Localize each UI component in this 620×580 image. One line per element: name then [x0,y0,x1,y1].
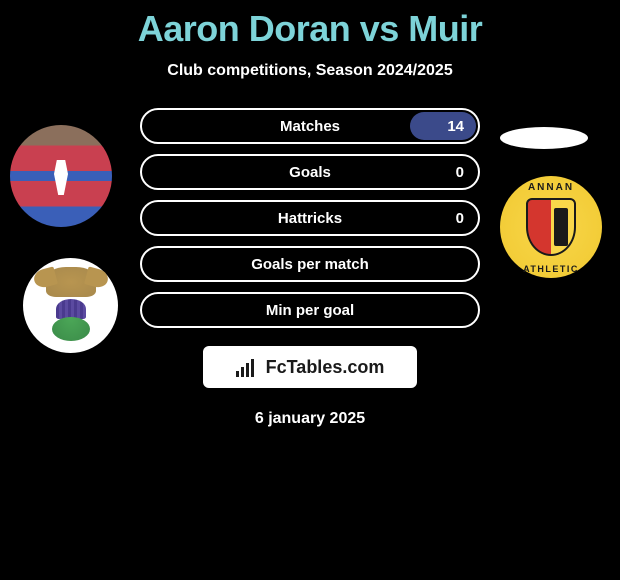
stat-label: Min per goal [266,302,354,319]
stat-row-min-per-goal: Min per goal [140,292,480,328]
date-label: 6 january 2025 [0,410,620,428]
stat-row-matches: Matches 14 [140,108,480,144]
brand-attribution: FcTables.com [203,346,417,388]
comparison-card: Aaron Doran vs Muir Club competitions, S… [0,0,620,428]
club-right-badge: ANNAN ATHLETIC [500,176,602,278]
stat-row-goals: Goals 0 [140,154,480,190]
player-left-avatar [10,125,112,227]
stat-fill-right [410,112,476,140]
bar-chart-icon [236,357,260,377]
stat-row-goals-per-match: Goals per match [140,246,480,282]
stat-label: Hattricks [278,210,342,227]
subtitle: Club competitions, Season 2024/2025 [0,62,620,80]
player-right-avatar [500,127,588,149]
stat-row-hattricks: Hattricks 0 [140,200,480,236]
stat-value-right: 0 [456,210,464,227]
club-left-badge [23,258,118,353]
inverness-crest-icon [36,267,106,345]
stat-label: Matches [280,118,340,135]
stat-value-right: 14 [447,118,464,135]
stat-label: Goals [289,164,331,181]
brand-label: FcTables.com [266,357,385,378]
club-right-ring-top: ANNAN [528,182,574,193]
page-title: Aaron Doran vs Muir [0,8,620,50]
club-right-ring-bottom: ATHLETIC [523,264,579,274]
annan-crest-icon [526,198,576,256]
stat-value-right: 0 [456,164,464,181]
stat-label: Goals per match [251,256,369,273]
stats-section: Matches 14 Goals 0 Hattricks 0 Goals per… [140,108,480,328]
